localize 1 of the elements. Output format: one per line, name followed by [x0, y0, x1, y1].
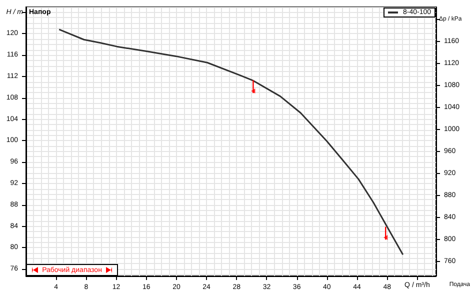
line-series	[58, 28, 404, 256]
